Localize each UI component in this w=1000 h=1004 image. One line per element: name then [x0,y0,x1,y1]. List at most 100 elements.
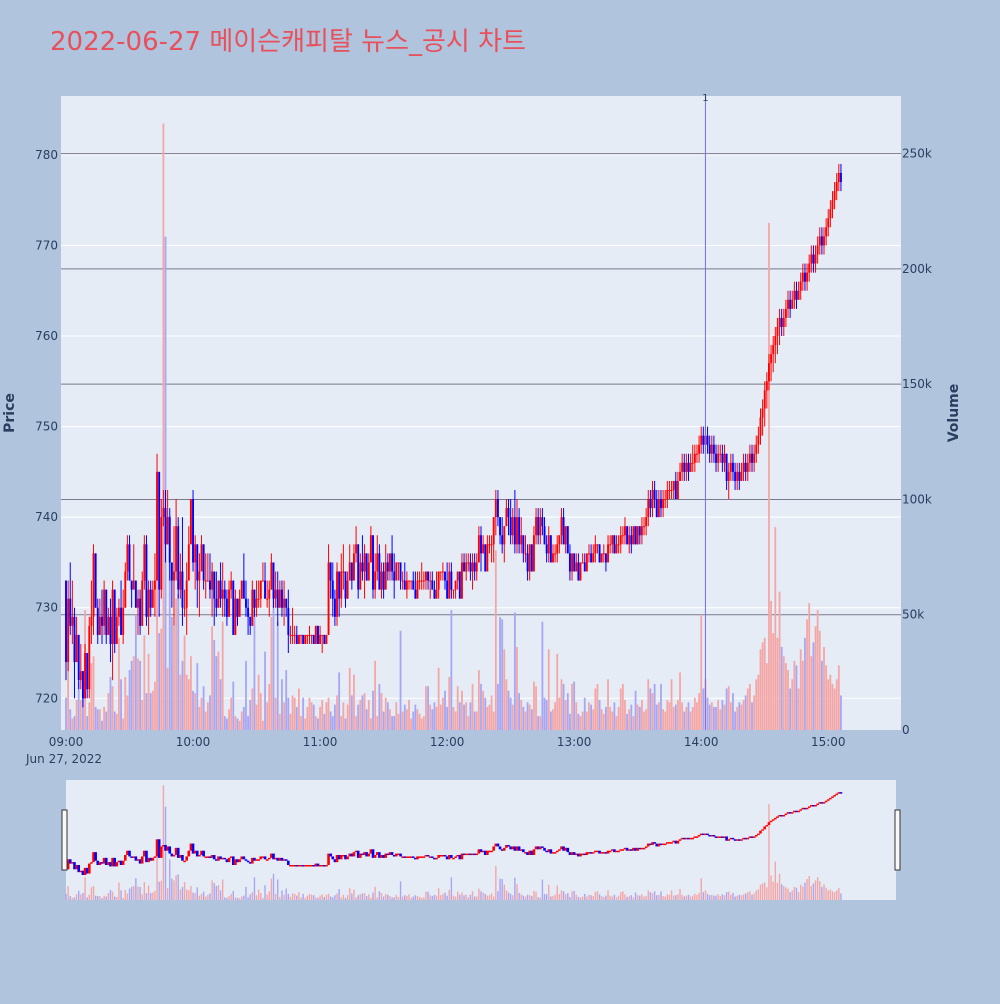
slider-candle [496,843,500,847]
slider-candle [490,850,493,853]
slider-candle [426,855,430,857]
range-slider-left-handle[interactable] [61,809,68,871]
range-slider-right-handle[interactable] [894,809,901,871]
slider-candle [318,865,322,867]
time-tick-label: 15:00 [811,735,846,749]
candle-body [791,299,794,309]
volume-bar [109,676,112,730]
volume-bar [789,688,792,730]
slider-volume-bar [226,897,228,900]
volume-bar [710,702,713,730]
candle-body [463,562,466,572]
volume-bar [266,702,269,730]
slider-volume-bar [427,891,429,900]
candle-body [613,535,616,554]
candle-body [810,254,813,264]
slider-candle [793,810,796,813]
slider-candle [708,835,711,837]
slider-candle [740,839,743,841]
slider-candle [695,836,699,838]
volume-bar [753,695,756,730]
volume-bar [569,713,571,730]
slider-candle [189,843,193,851]
slider-candle [466,853,470,856]
slider-volume-bar [469,894,472,900]
slider-volume-bar [823,884,825,900]
volume-bar [96,709,99,730]
slider-volume-bar [378,891,381,900]
volume-bar [738,702,741,730]
slider-candle [308,865,311,867]
slider-volume-bar [607,890,609,900]
range-slider[interactable] [61,780,901,900]
volume-bar [653,683,656,730]
candle-body [346,580,349,599]
volume-bar [160,628,163,730]
volume-bar [405,709,408,730]
candle-body [636,526,639,545]
slider-candle [801,807,805,810]
slider-volume-bar [421,897,423,900]
slider-volume-bar [740,895,743,900]
slider-candle [356,850,360,858]
candle-body [291,634,294,636]
candle-body [69,598,72,626]
slider-volume-bar [797,892,800,900]
slider-volume-bar [482,892,484,900]
candle-body [427,571,430,581]
volume-bar [537,716,540,730]
volume-bar [621,683,624,730]
slider-volume-bar [139,886,141,900]
slider-candle [293,865,296,867]
slider-volume-bar [99,896,101,900]
slider-candle [634,847,637,851]
slider-volume-bar [71,897,74,900]
slider-candle [632,847,635,851]
volume-bar [196,663,199,730]
candle-body [700,435,703,445]
slider-volume-bar [471,891,474,900]
slider-candle [526,852,529,855]
volume-bar [528,704,531,730]
volume-bar [713,706,715,730]
slider-candle [185,856,188,861]
volume-bar [268,683,271,730]
candle-body [672,480,675,490]
candle-body [772,345,775,355]
volume-bar [729,702,732,730]
slider-volume-bar [507,892,510,900]
volume-bar [312,704,315,730]
slider-candle [145,850,148,863]
volume-bar [380,693,383,730]
slider-candle [327,853,330,865]
slider-candle [363,852,366,855]
slider-candle [240,856,244,860]
volume-bar [65,697,67,730]
slider-candle [638,847,642,850]
candle-body [187,544,190,581]
volume-bar [598,700,601,730]
volume-bar [259,693,262,730]
slider-candle [723,836,726,838]
slider-volume-bar [838,887,840,900]
slider-candle [316,863,320,867]
candle-body [367,562,370,581]
volume-bar [461,690,463,730]
slider-volume-bar [653,891,656,900]
slider-candle [689,837,692,840]
candle-body [782,317,785,327]
volume-bar [439,704,442,730]
volume-bar [73,716,76,730]
slider-volume-bar [522,895,525,900]
slider-volume-bar [179,889,182,900]
volume-tick-label: 150k [902,377,932,391]
candle-body [763,390,766,409]
candle-body [251,589,254,626]
volume-bar [814,626,817,730]
candle-body [397,562,400,564]
volume-bar [545,700,548,730]
candle-body [765,381,768,391]
volume-bar [571,683,573,730]
slider-candle [337,855,341,860]
volume-bar [211,626,213,730]
